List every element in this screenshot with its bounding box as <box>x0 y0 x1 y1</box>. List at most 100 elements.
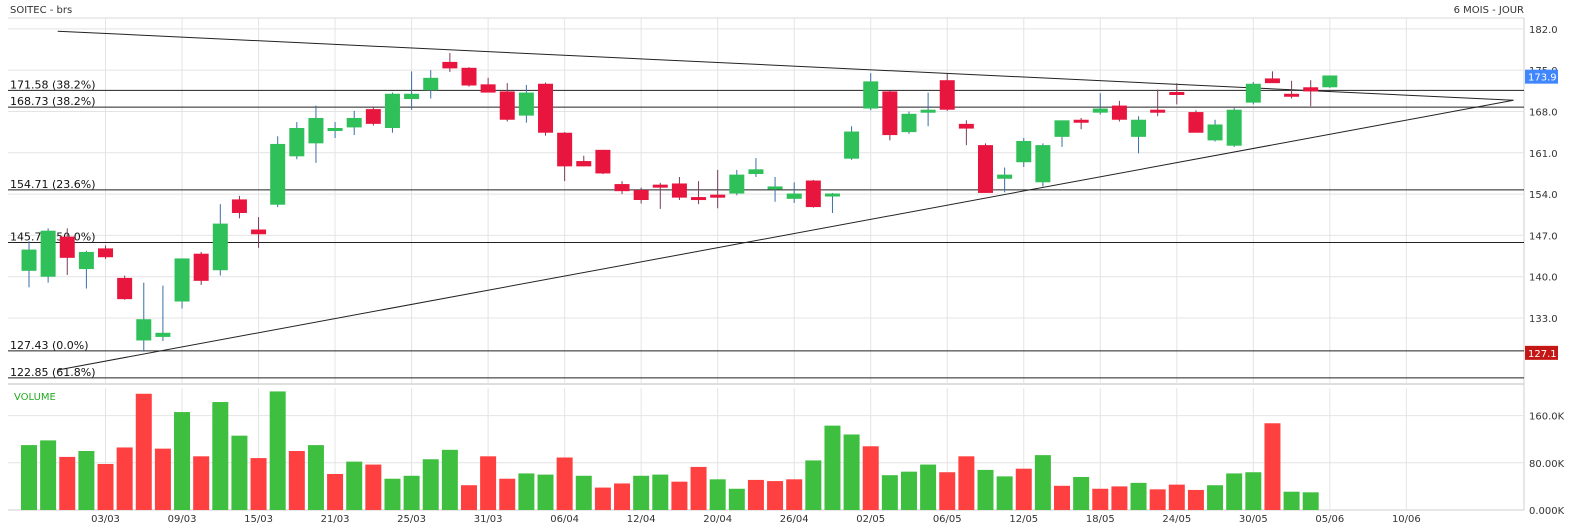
volume-bar-up[interactable] <box>920 464 937 510</box>
volume-bar-up[interactable] <box>1226 473 1243 510</box>
volume-bar-down[interactable] <box>460 485 477 510</box>
volume-bar-up[interactable] <box>1073 476 1090 510</box>
candle-body-up[interactable] <box>997 174 1013 179</box>
volume-bar-up[interactable] <box>422 459 439 510</box>
candle-body-down[interactable] <box>499 91 515 120</box>
volume-bar-up[interactable] <box>881 475 898 510</box>
volume-bar-down[interactable] <box>1187 489 1204 510</box>
volume-bar-down[interactable] <box>671 481 688 510</box>
volume-bar-up[interactable] <box>441 449 458 510</box>
candle-body-down[interactable] <box>1188 112 1204 133</box>
candle-body-down[interactable] <box>1073 119 1089 123</box>
candle-body-up[interactable] <box>518 92 534 116</box>
candle-body-down[interactable] <box>365 109 381 124</box>
volume-bar-up[interactable] <box>824 425 841 510</box>
volume-bar-down[interactable] <box>556 457 573 510</box>
candle-body-up[interactable] <box>844 131 860 159</box>
volume-bar-up[interactable] <box>307 445 324 510</box>
candle-body-down[interactable] <box>193 253 209 281</box>
volume-bar-down[interactable] <box>1054 485 1071 510</box>
candle-body-up[interactable] <box>748 169 764 175</box>
volume-bar-down[interactable] <box>1015 468 1032 510</box>
volume-bar-up[interactable] <box>1207 485 1224 510</box>
candle-body-up[interactable] <box>346 117 362 128</box>
volume-bar-up[interactable] <box>1283 491 1300 510</box>
candle-body-up[interactable] <box>40 230 56 277</box>
volume-bar-up[interactable] <box>212 402 229 510</box>
candle-body-down[interactable] <box>98 248 114 258</box>
candle-body-down[interactable] <box>939 80 955 110</box>
volume-bar-down[interactable] <box>747 479 764 510</box>
period-label[interactable]: 6 MOIS - JOUR <box>1454 5 1524 16</box>
candle-body-up[interactable] <box>404 93 420 100</box>
candle-body-up[interactable] <box>308 117 324 144</box>
candle-body-down[interactable] <box>614 184 630 192</box>
volume-bar-up[interactable] <box>1302 492 1319 510</box>
volume-bar-down[interactable] <box>614 483 631 510</box>
candle-body-up[interactable] <box>78 251 94 270</box>
volume-bar-up[interactable] <box>900 471 917 510</box>
volume-bar-up[interactable] <box>709 479 726 510</box>
volume-bar-up[interactable] <box>403 475 420 510</box>
volume-bar-down[interactable] <box>154 448 171 510</box>
volume-bar-down[interactable] <box>1149 489 1166 510</box>
volume-bar-up[interactable] <box>518 473 535 510</box>
volume-bar-up[interactable] <box>269 391 286 510</box>
candle-body-up[interactable] <box>155 332 171 337</box>
volume-bar-down[interactable] <box>939 472 956 510</box>
candle-body-down[interactable] <box>59 236 75 258</box>
candle-body-up[interactable] <box>1245 83 1261 103</box>
volume-bar-up[interactable] <box>346 461 363 510</box>
volume-bar-down[interactable] <box>480 456 497 510</box>
volume-bar-down[interactable] <box>135 393 152 510</box>
candle-body-down[interactable] <box>595 149 611 174</box>
candle-body-down[interactable] <box>633 189 649 200</box>
candle-body-up[interactable] <box>1016 140 1032 163</box>
candle-body-down[interactable] <box>1303 87 1319 92</box>
candle-body-up[interactable] <box>863 81 879 109</box>
candle-body-down[interactable] <box>978 145 993 193</box>
volume-bar-up[interactable] <box>728 488 745 510</box>
candle-body-down[interactable] <box>671 183 687 198</box>
candle-body-up[interactable] <box>270 143 286 205</box>
volume-bar-up[interactable] <box>174 412 191 510</box>
volume-bar-down[interactable] <box>862 446 879 510</box>
volume-bar-up[interactable] <box>575 475 592 510</box>
candles[interactable] <box>21 53 1338 352</box>
volume-bar-down[interactable] <box>1111 486 1128 510</box>
volume-bar-up[interactable] <box>843 434 860 510</box>
candle-body-down[interactable] <box>576 161 592 167</box>
candle-body-down[interactable] <box>882 91 898 136</box>
candle-body-up[interactable] <box>1207 124 1223 141</box>
candle-body-down[interactable] <box>1169 92 1185 95</box>
candle-body-up[interactable] <box>729 174 745 194</box>
candle-body-down[interactable] <box>117 277 133 300</box>
volume-bar-down[interactable] <box>327 474 344 510</box>
candle-body-down[interactable] <box>461 67 477 86</box>
candle-body-up[interactable] <box>824 193 840 197</box>
candle-body-up[interactable] <box>1226 109 1242 146</box>
candle-body-down[interactable] <box>480 84 496 93</box>
volume-bar-up[interactable] <box>40 440 57 510</box>
candle-body-up[interactable] <box>136 319 152 341</box>
volume-bar-down[interactable] <box>365 464 382 510</box>
volume-bar-down[interactable] <box>250 458 267 510</box>
candle-body-up[interactable] <box>327 128 343 131</box>
candle-body-down[interactable] <box>1111 105 1127 120</box>
candle-body-up[interactable] <box>1322 75 1338 88</box>
volume-bar-up[interactable] <box>1034 455 1051 510</box>
volume-bar-up[interactable] <box>652 474 669 510</box>
candle-body-down[interactable] <box>538 83 554 133</box>
volume-bar-down[interactable] <box>767 481 784 510</box>
volume-bar-down[interactable] <box>97 463 114 510</box>
volume-bar-up[interactable] <box>977 469 994 510</box>
candle-body-down[interactable] <box>251 229 267 235</box>
volume-bar-up[interactable] <box>1130 482 1147 510</box>
volume-bar-up[interactable] <box>78 451 95 510</box>
candle-body-up[interactable] <box>1131 119 1147 137</box>
volume-bar-up[interactable] <box>21 445 37 510</box>
volume-bar-up[interactable] <box>633 475 650 510</box>
candle-body-down[interactable] <box>1150 109 1166 113</box>
volume-bar-down[interactable] <box>594 487 611 510</box>
